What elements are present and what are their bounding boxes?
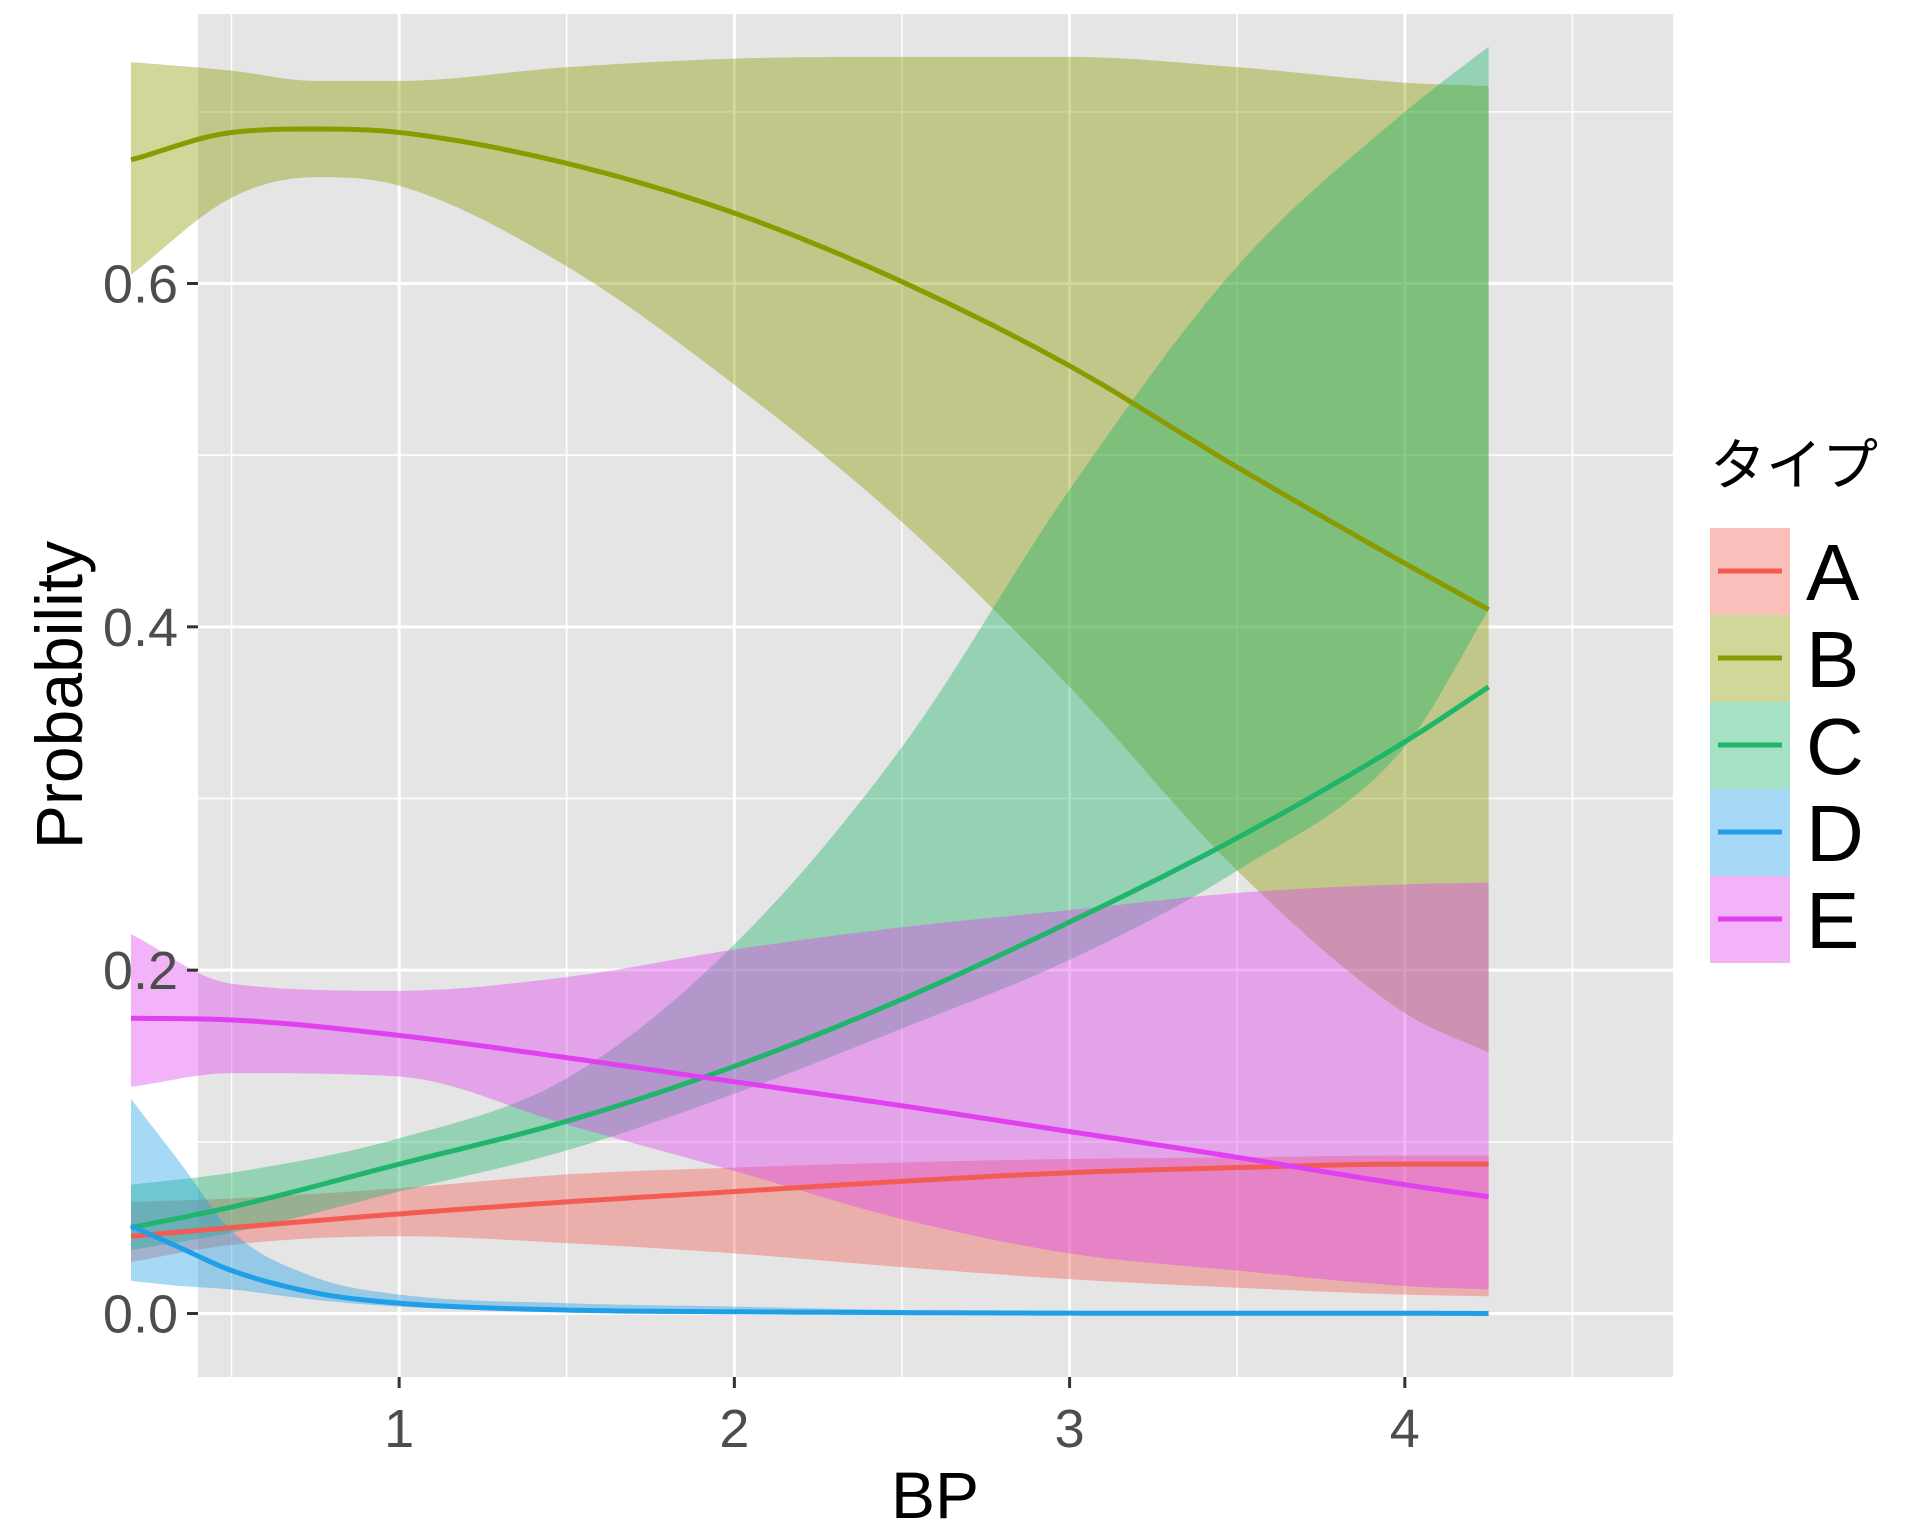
legend-label-C: C (1806, 702, 1864, 791)
x-tick-label: 4 (1390, 1399, 1420, 1459)
plot-panel (198, 14, 1673, 1377)
ribbon-B (131, 56, 1489, 1053)
line-B (130, 126, 1490, 612)
ribbon-E (131, 882, 1489, 1290)
legend-title: タイプ (1710, 434, 1878, 499)
legend-label-B: B (1806, 615, 1859, 704)
line-A (130, 1161, 1489, 1239)
y-axis-title: Probability (22, 541, 96, 849)
series-lines (129, 126, 1490, 1316)
grid-minor (198, 14, 1673, 1377)
ribbon-D (131, 1098, 1489, 1314)
ribbon-C (131, 46, 1489, 1251)
y-tick-label: 0.0 (103, 1284, 178, 1344)
ribbon-A (131, 1155, 1489, 1297)
x-tick-label: 3 (1055, 1399, 1085, 1459)
x-axis: 1 2 3 4 (384, 1377, 1420, 1459)
line-C (130, 684, 1490, 1231)
y-tick-label: 0.4 (103, 598, 178, 658)
x-axis-title: BP (891, 1458, 979, 1532)
line-E (130, 1015, 1489, 1200)
line-D (129, 1223, 1489, 1316)
x-tick-label: 2 (719, 1399, 749, 1459)
legend-label-A: A (1806, 528, 1860, 617)
confidence-ribbons (131, 46, 1489, 1314)
y-axis: 0.0 0.2 0.4 0.6 (103, 255, 198, 1344)
y-tick-label: 0.2 (103, 941, 178, 1001)
x-tick-label: 1 (384, 1399, 414, 1459)
legend-label-E: E (1806, 876, 1859, 965)
y-tick-label: 0.6 (103, 255, 178, 315)
legend-label-D: D (1806, 789, 1864, 878)
